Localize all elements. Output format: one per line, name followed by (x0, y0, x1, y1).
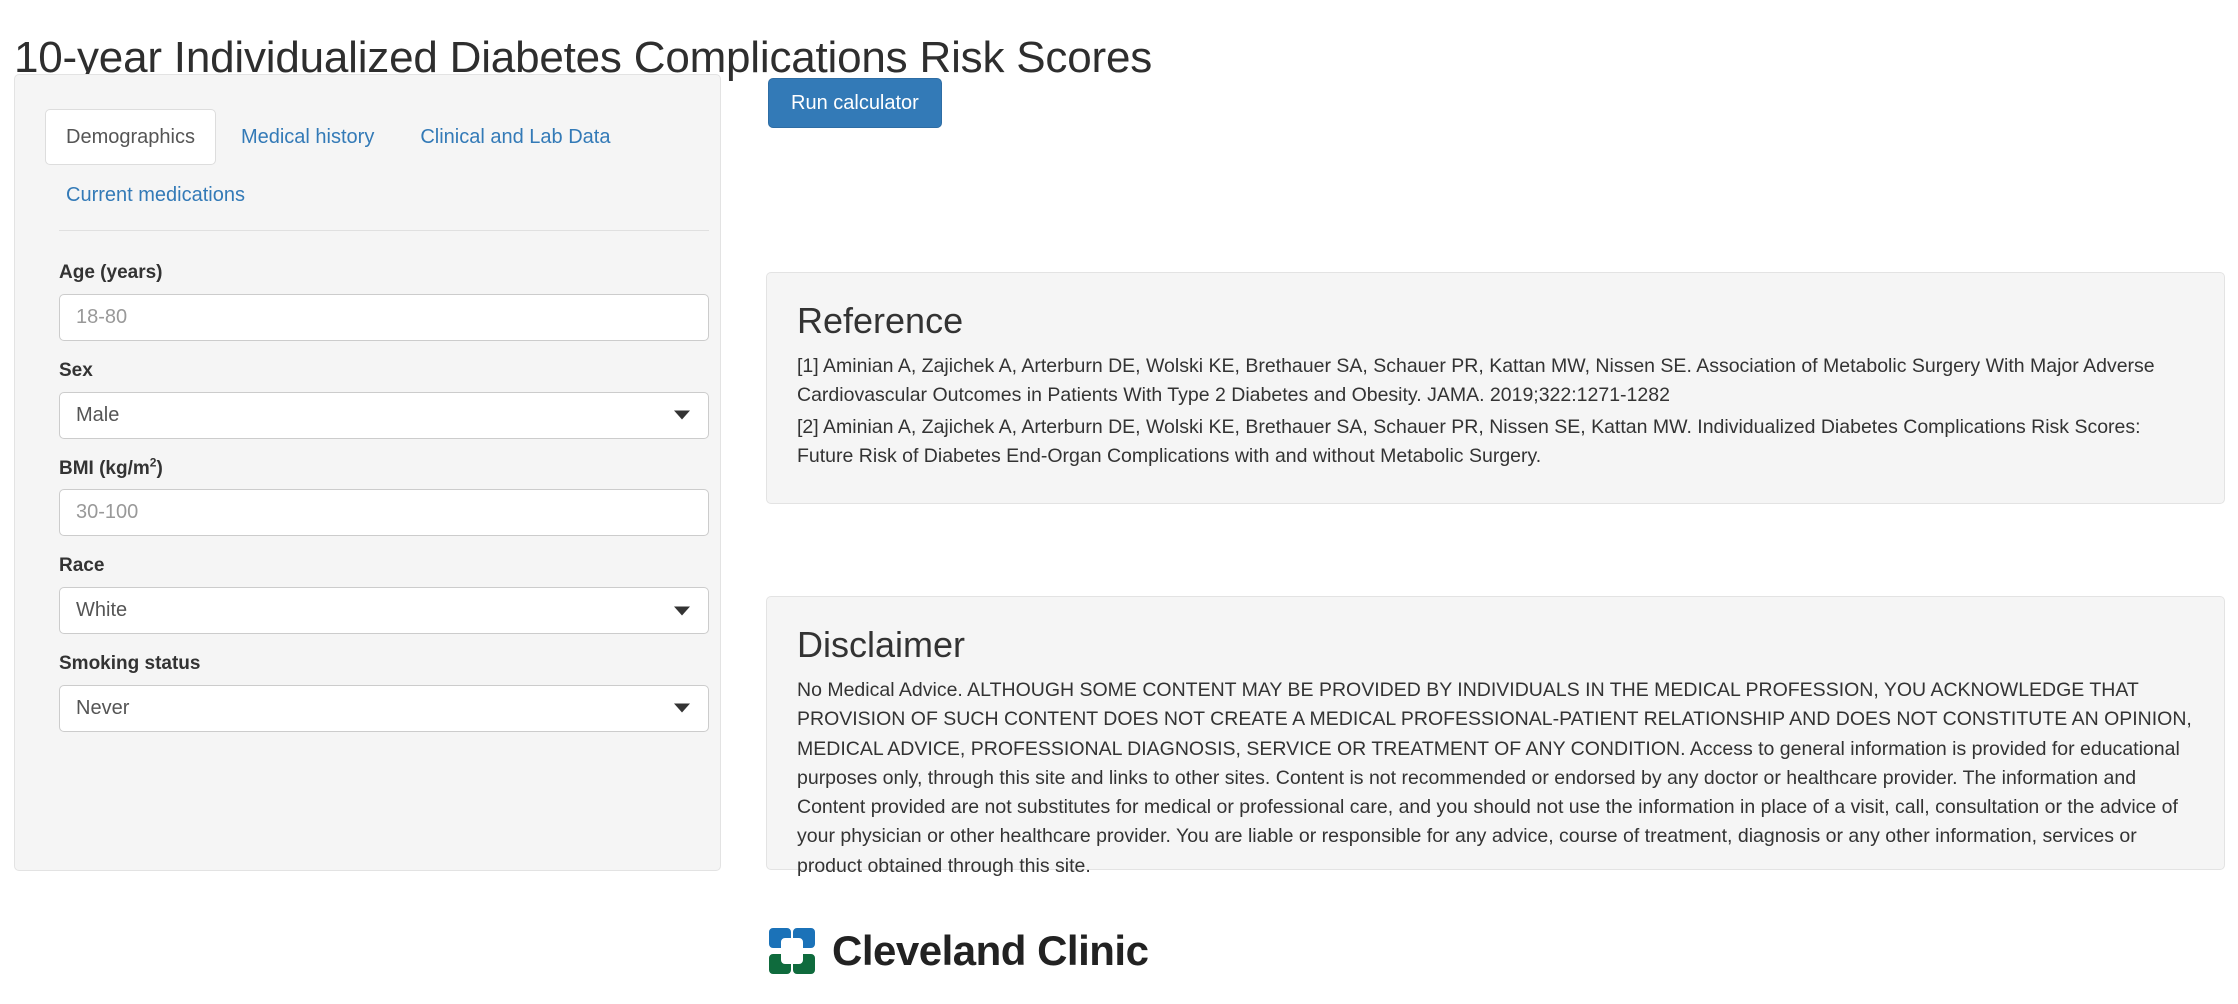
tab-demographics[interactable]: Demographics (45, 109, 216, 165)
age-label: Age (years) (59, 262, 163, 283)
sex-select-value: Male (76, 403, 120, 426)
disclaimer-panel: Disclaimer No Medical Advice. ALTHOUGH S… (766, 596, 2225, 877)
reference-heading: Reference (797, 300, 964, 341)
demographics-fields: Age (years) 18-80 Sex Male BMI (kg/m2) 3… (59, 262, 709, 751)
bmi-label-end: ) (156, 457, 163, 479)
field-sex: Sex Male (59, 360, 709, 439)
tab-demographics-label: Demographics (66, 126, 195, 148)
race-select-value: White (76, 599, 128, 622)
field-race: Race White (59, 555, 709, 635)
bmi-input-placeholder: 30-100 (76, 501, 139, 524)
chevron-down-icon (674, 606, 690, 616)
cleveland-clinic-wordmark: Cleveland Clinic (832, 927, 1149, 974)
smoking-status-select[interactable]: Never (59, 684, 709, 732)
bmi-input[interactable]: 30-100 (59, 489, 709, 537)
demographics-form-panel: Demographics Medical history Clinical an… (14, 74, 721, 871)
sex-label: Sex (59, 359, 93, 381)
tab-current-medications[interactable]: Current medications (45, 167, 266, 223)
chevron-down-icon (674, 410, 690, 420)
disclaimer-heading: Disclaimer (797, 624, 966, 665)
field-bmi: BMI (kg/m2) 30-100 (59, 455, 709, 537)
run-calculator-button[interactable]: Run calculator (768, 78, 942, 128)
tab-clinical-and-lab-data[interactable]: Clinical and Lab Data (399, 109, 631, 165)
race-select[interactable]: White (59, 587, 709, 635)
cleveland-clinic-footer: Cleveland Clinic (766, 925, 1149, 977)
chevron-down-icon (674, 703, 690, 713)
bmi-label: BMI (kg/m2) (59, 455, 709, 481)
form-tab-bar: Demographics Medical history Clinical an… (45, 109, 695, 225)
reference-entry-1: [1] Aminian A, Zajichek A, Arterburn DE,… (797, 355, 2155, 407)
sex-select[interactable]: Male (59, 391, 709, 439)
tab-separator (59, 230, 709, 231)
smoking-status-label: Smoking status (59, 653, 201, 675)
tab-medical-history[interactable]: Medical history (220, 109, 395, 165)
age-input[interactable]: 18-80 (59, 293, 709, 341)
age-input-placeholder: 18-80 (76, 305, 128, 328)
tab-medical-history-label: Medical history (240, 126, 375, 148)
tab-current-medications-label: Current medications (66, 184, 245, 206)
reference-entry-2: [2] Aminian A, Zajichek A, Arterburn DE,… (797, 415, 2141, 467)
disclaimer-body: No Medical Advice. ALTHOUGH SOME CONTENT… (797, 679, 2192, 877)
smoking-status-select-value: Never (76, 696, 130, 719)
cleveland-clinic-logo-icon (766, 925, 818, 977)
field-smoking-status: Smoking status Never (59, 653, 709, 732)
bmi-label-superscript: 2 (149, 455, 157, 470)
reference-panel: Reference [1] Aminian A, Zajichek A, Art… (766, 272, 2225, 504)
race-label: Race (59, 555, 105, 577)
field-age: Age (years) 18-80 (59, 262, 709, 341)
tab-clinical-and-lab-data-label: Clinical and Lab Data (420, 126, 611, 148)
bmi-label-main: BMI (kg/m (59, 457, 150, 479)
